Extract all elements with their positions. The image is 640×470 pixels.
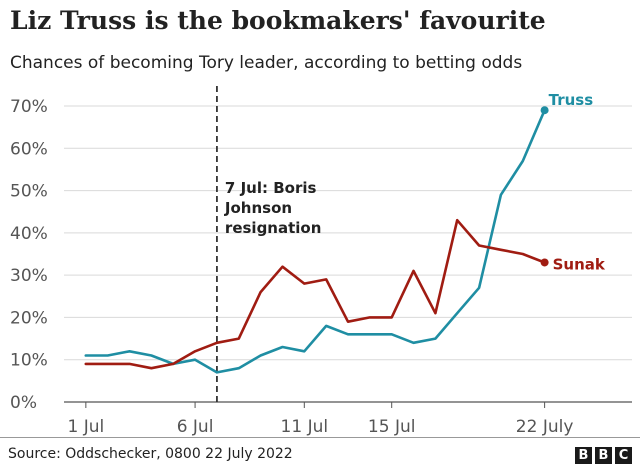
y-tick-label: 20%	[10, 308, 48, 328]
annotation-text: resignation	[225, 219, 321, 237]
logo-letter: C	[615, 447, 632, 464]
series-end-point-truss	[540, 106, 549, 115]
y-tick-label: 30%	[10, 266, 48, 286]
x-tick-label: 22 July	[516, 417, 574, 437]
x-tick-label: 6 Jul	[177, 417, 214, 437]
logo-letter: B	[595, 447, 612, 464]
x-tick-label: 11 Jul	[281, 417, 329, 437]
x-tick-label: 1 Jul	[67, 417, 104, 437]
source-note: Source: Oddschecker, 0800 22 July 2022	[8, 446, 293, 462]
x-tick-label: 15 Jul	[368, 417, 416, 437]
series-end-point-sunak	[540, 258, 549, 267]
annotation-text: Johnson	[224, 199, 292, 217]
chart-subtitle: Chances of becoming Tory leader, accordi…	[10, 53, 523, 73]
y-tick-label: 0%	[10, 393, 37, 413]
series-line-sunak	[84, 218, 546, 370]
annotation-text: 7 Jul: Boris	[225, 179, 317, 197]
y-tick-label: 70%	[10, 97, 48, 117]
chart-title: Liz Truss is the bookmakers' favourite	[10, 6, 546, 35]
y-tick-label: 50%	[10, 182, 48, 202]
y-tick-label: 10%	[10, 351, 48, 371]
bbc-logo: B B C	[575, 447, 632, 464]
series-label-truss: Truss	[549, 91, 594, 109]
line-chart: 0% 10% 20% 30% 40% 50% 60% 70% 1 Jul 6 Jul 11 Jul 1…	[10, 86, 632, 437]
series-line-truss	[84, 108, 546, 374]
logo-letter: B	[575, 447, 592, 464]
y-tick-label: 40%	[10, 224, 48, 244]
y-tick-label: 60%	[10, 139, 48, 159]
footer: Source: Oddschecker, 0800 22 July 2022 B…	[0, 437, 640, 470]
series-label-sunak: Sunak	[553, 255, 606, 273]
